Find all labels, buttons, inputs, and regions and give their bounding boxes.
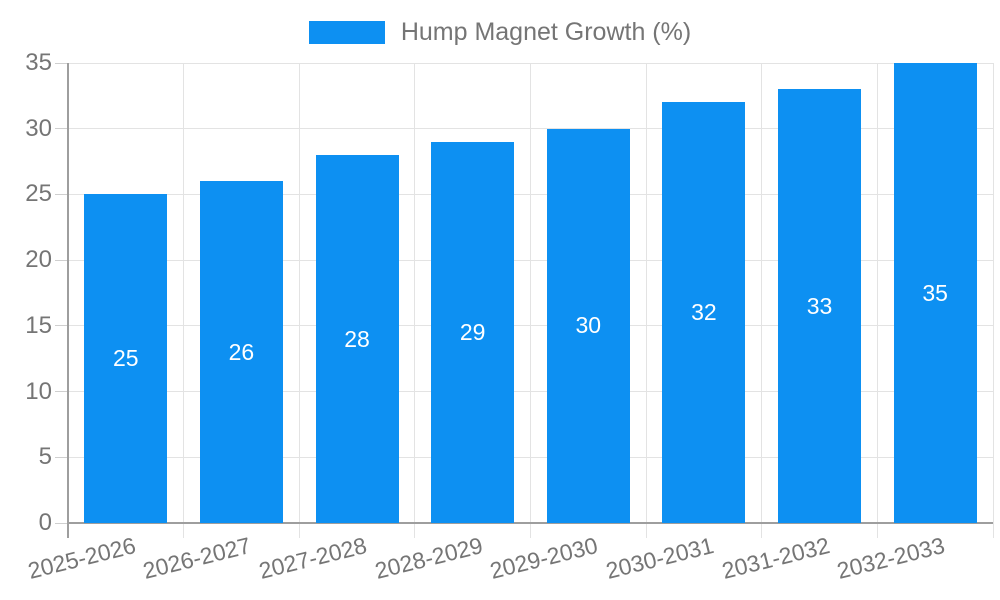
bar-2025-2026[interactable]: 25 (84, 194, 168, 523)
bar-value-label: 32 (691, 299, 717, 326)
x-axis-tick-label: 2025-2026 (25, 532, 139, 584)
y-axis-tick-label: 10 (25, 377, 52, 405)
x-axis-tick-label: 2032-2033 (834, 532, 948, 584)
gridline-vertical (183, 63, 185, 538)
bar-value-label: 33 (806, 292, 833, 319)
bar-2032-2033[interactable]: 35 (893, 63, 977, 523)
x-axis-tick-label: 2030-2031 (603, 532, 717, 584)
x-axis-tick-label: 2028-2029 (371, 532, 485, 584)
bar-value-label: 30 (575, 312, 602, 339)
y-axis-tick (55, 259, 68, 261)
bar-2026-2027[interactable]: 26 (199, 181, 283, 523)
x-axis-tick-label: 2029-2030 (487, 532, 601, 584)
bar-2027-2028[interactable]: 28 (315, 155, 399, 523)
bar-value-label: 26 (228, 338, 255, 365)
legend-swatch (308, 21, 385, 44)
y-axis-tick (55, 62, 68, 64)
y-axis-tick (55, 391, 68, 393)
y-axis-tick-label: 35 (25, 49, 52, 76)
gridline-vertical (761, 63, 763, 538)
y-axis-tick (55, 128, 68, 130)
y-axis-tick-label: 30 (25, 114, 52, 142)
gridline-vertical (992, 63, 994, 538)
x-axis-tick-label: 2027-2028 (256, 532, 370, 584)
gridline-vertical (876, 63, 878, 538)
legend[interactable]: Hump Magnet Growth (%) (0, 18, 1000, 47)
y-axis-tick-label: 0 (38, 509, 52, 536)
y-axis-tick (55, 325, 68, 327)
bar-value-label: 35 (922, 279, 948, 306)
gridline-vertical (530, 63, 531, 538)
gridline-vertical (414, 63, 416, 538)
bar-2029-2030[interactable]: 30 (546, 128, 630, 523)
x-axis-tick-label: 2031-2032 (718, 532, 832, 584)
bar-2031-2032[interactable]: 33 (778, 89, 862, 523)
x-axis-line (68, 522, 993, 524)
y-axis-tick-label: 5 (38, 443, 52, 471)
legend-label: Hump Magnet Growth (%) (400, 18, 692, 46)
y-axis-line (67, 63, 69, 538)
y-axis-tick (55, 193, 68, 195)
gridline-vertical (645, 63, 647, 538)
bar-value-label: 25 (113, 345, 139, 372)
plot-area: 0 5 10 15 20 25 30 35 25 2025-2026 26 2026-2027 28 20… (25, 49, 994, 584)
bar-2028-2029[interactable]: 29 (431, 141, 515, 523)
y-axis-tick-label: 25 (25, 180, 52, 208)
x-axis-tick-label: 2026-2027 (140, 532, 254, 584)
y-axis-tick-label: 15 (25, 311, 52, 339)
y-axis-tick-label: 20 (25, 246, 52, 274)
bar-2030-2031[interactable]: 32 (662, 102, 746, 523)
bar-value-label: 29 (459, 318, 486, 345)
y-axis-tick (55, 456, 68, 458)
y-axis-tick (55, 522, 68, 524)
bar-value-label: 28 (344, 325, 370, 352)
gridline-vertical (298, 63, 300, 538)
